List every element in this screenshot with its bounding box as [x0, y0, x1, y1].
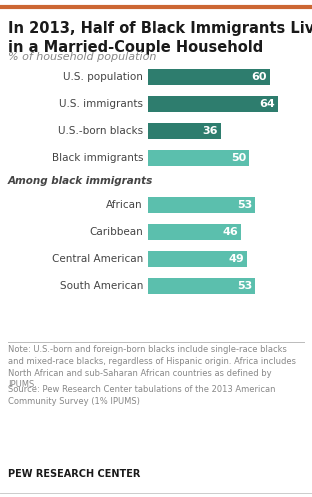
Bar	[148, 96, 278, 112]
Bar	[148, 197, 256, 213]
Text: 64: 64	[259, 99, 275, 109]
Text: 49: 49	[229, 254, 244, 264]
Text: Note: U.S.-born and foreign-born blacks include single-race blacks
and mixed-rac: Note: U.S.-born and foreign-born blacks …	[8, 345, 296, 390]
Text: 50: 50	[231, 153, 246, 163]
Text: U.S.-born blacks: U.S.-born blacks	[58, 126, 143, 136]
Text: 53: 53	[237, 200, 252, 210]
Text: South American: South American	[60, 281, 143, 291]
Bar	[148, 123, 221, 139]
Text: African: African	[106, 200, 143, 210]
Text: 36: 36	[202, 126, 218, 136]
Text: U.S. population: U.S. population	[63, 72, 143, 82]
Text: Caribbean: Caribbean	[89, 227, 143, 237]
Bar	[148, 224, 241, 240]
Bar	[148, 278, 256, 294]
Text: Central American: Central American	[52, 254, 143, 264]
Bar	[148, 150, 249, 166]
Text: PEW RESEARCH CENTER: PEW RESEARCH CENTER	[8, 469, 140, 479]
Text: Source: Pew Research Center tabulations of the 2013 American
Community Survey (1: Source: Pew Research Center tabulations …	[8, 385, 275, 406]
Text: 46: 46	[222, 227, 238, 237]
Text: % of household population: % of household population	[8, 52, 156, 62]
Text: Black immigrants: Black immigrants	[51, 153, 143, 163]
Text: 60: 60	[251, 72, 266, 82]
Bar	[148, 69, 270, 85]
Text: 53: 53	[237, 281, 252, 291]
Text: U.S. immigrants: U.S. immigrants	[59, 99, 143, 109]
Text: Among black immigrants: Among black immigrants	[8, 176, 153, 186]
Text: In 2013, Half of Black Immigrants Live
in a Married-Couple Household: In 2013, Half of Black Immigrants Live i…	[8, 21, 312, 55]
Bar	[148, 251, 247, 267]
